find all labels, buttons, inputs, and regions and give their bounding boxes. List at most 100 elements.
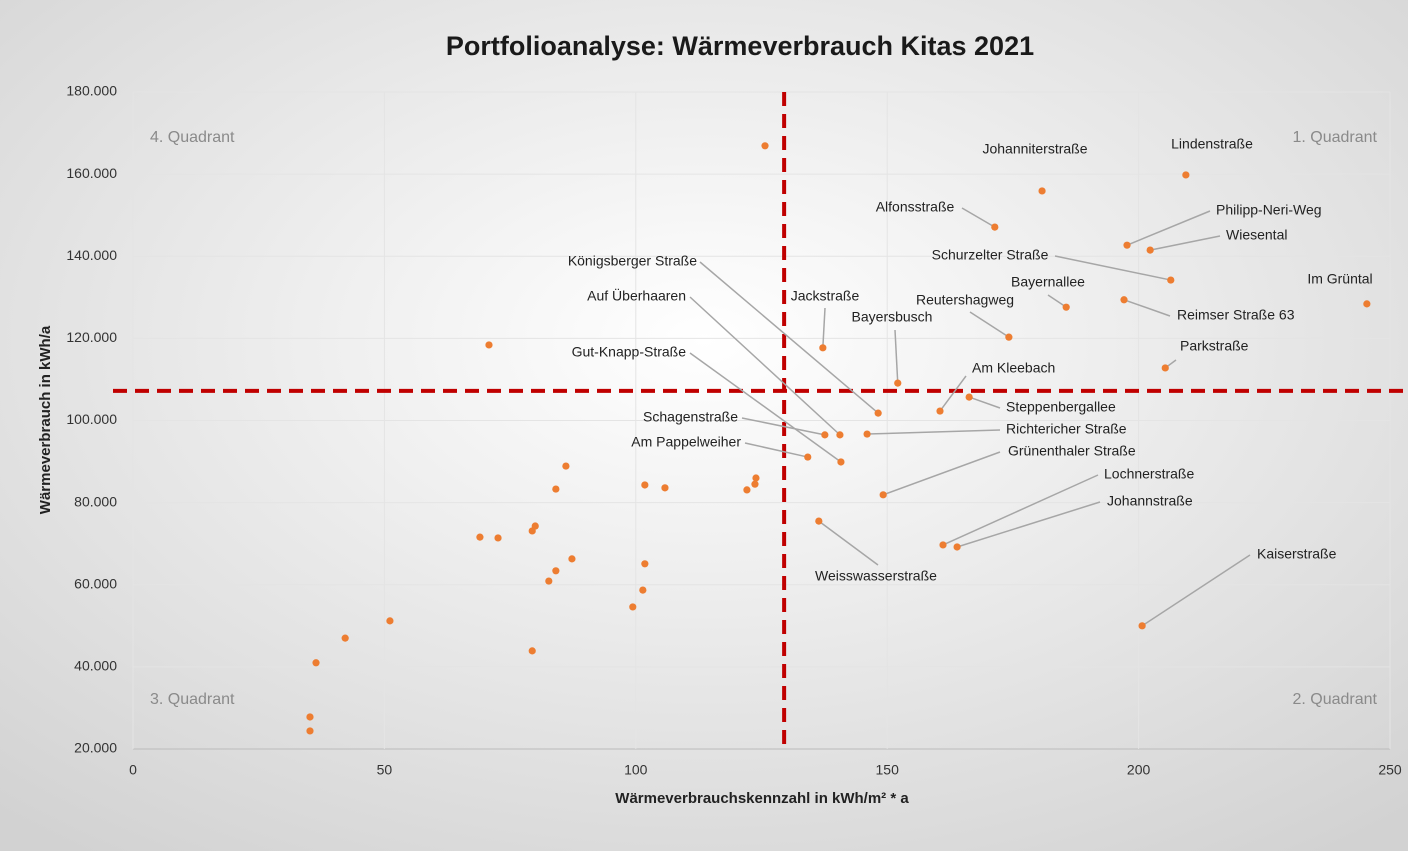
point-label: Alfonsstraße [876, 199, 955, 215]
point-label: Lindenstraße [1171, 136, 1253, 152]
point-label: Steppenbergallee [1006, 399, 1116, 415]
data-point [751, 480, 759, 488]
point-label: Auf Überhaaren [587, 287, 686, 304]
x-tick-label: 50 [377, 762, 393, 778]
data-point [1167, 276, 1175, 284]
data-point [1123, 241, 1131, 249]
data-point [965, 393, 973, 401]
leader-line [956, 501, 1101, 548]
leader-line [867, 429, 1001, 435]
point-label: Am Pappelweiher [631, 434, 741, 450]
point-label: Im Grüntal [1307, 271, 1372, 287]
point-label: Grünenthaler Straße [1008, 443, 1136, 459]
data-point [1161, 364, 1169, 372]
y-tick-label: 100.000 [66, 411, 117, 427]
leader-line [1054, 255, 1171, 281]
chart-title: Portfolioanalyse: Wärmeverbrauch Kitas 2… [446, 31, 1034, 61]
y-tick-label: 40.000 [74, 658, 117, 674]
data-point [639, 586, 647, 594]
x-axis-title: Wärmeverbrauchskennzahl in kWh/m² * a [615, 790, 909, 807]
data-point [953, 543, 961, 551]
data-point [819, 344, 827, 352]
point-label: Weisswasserstraße [815, 568, 937, 584]
data-point [629, 603, 637, 611]
data-point [1138, 622, 1146, 630]
data-point [837, 458, 845, 466]
leader-line [961, 207, 996, 228]
data-point [528, 527, 536, 535]
data-point [661, 484, 669, 492]
point-label: Richtericher Straße [1006, 421, 1127, 437]
point-label: Parkstraße [1180, 338, 1249, 354]
data-point [312, 659, 320, 667]
leader-line [741, 417, 826, 436]
quadrant-label: 4. Quadrant [150, 129, 235, 146]
x-tick-label: 250 [1378, 762, 1402, 778]
data-point [1120, 296, 1128, 304]
leader-line [882, 451, 1001, 496]
data-point [939, 541, 947, 549]
point-label: Lochnerstraße [1104, 466, 1194, 482]
point-label: Königsberger Straße [568, 253, 697, 269]
leader-line [1150, 235, 1221, 251]
data-point [552, 485, 560, 493]
data-point [1005, 333, 1013, 341]
data-point [761, 142, 769, 150]
leader-line [1126, 210, 1211, 246]
point-label: Bayernallee [1011, 274, 1085, 290]
x-tick-label: 0 [129, 762, 137, 778]
data-point [821, 431, 829, 439]
data-point [752, 474, 760, 482]
point-label: Wiesental [1226, 227, 1287, 243]
data-point [894, 379, 902, 387]
leader-line [968, 396, 1001, 409]
x-tick-label: 200 [1127, 762, 1151, 778]
leader-line [699, 261, 879, 414]
leader-line [689, 352, 842, 463]
data-point [991, 223, 999, 231]
data-point [386, 617, 394, 625]
quadrant-label: 1. Quadrant [1293, 129, 1378, 146]
data-point [1363, 300, 1371, 308]
data-point [545, 577, 553, 585]
y-tick-label: 80.000 [74, 493, 117, 509]
data-point [743, 486, 751, 494]
leader-line [744, 442, 808, 458]
quadrant-label: 2. Quadrant [1293, 691, 1378, 708]
data-point [341, 634, 349, 642]
data-point [552, 567, 560, 575]
data-point [528, 647, 536, 655]
point-label: Jackstraße [791, 288, 860, 304]
leader-line [818, 520, 879, 566]
x-tick-label: 100 [624, 762, 648, 778]
data-point [485, 341, 493, 349]
data-point [568, 555, 576, 563]
y-tick-label: 180.000 [66, 83, 117, 99]
quadrant-label: 3. Quadrant [150, 691, 235, 708]
y-tick-label: 140.000 [66, 247, 117, 263]
leader-line [1141, 554, 1251, 627]
y-axis-title: Wärmeverbrauch in kWh/a [37, 325, 54, 514]
data-point [1038, 187, 1046, 195]
point-label: Schurzelter Straße [932, 247, 1049, 263]
data-point [936, 407, 944, 415]
leader-line [894, 329, 899, 384]
y-tick-label: 160.000 [66, 165, 117, 181]
data-point [1146, 246, 1154, 254]
y-tick-label: 20.000 [74, 740, 117, 756]
point-label: Kaiserstraße [1257, 546, 1337, 562]
data-point [641, 481, 649, 489]
data-point [879, 491, 887, 499]
data-point [804, 453, 812, 461]
point-label: Reimser Straße 63 [1177, 307, 1295, 323]
data-point [306, 727, 314, 735]
data-point [306, 713, 314, 721]
leader-line [1047, 294, 1067, 308]
leader-line [939, 375, 967, 412]
point-label: Gut-Knapp-Straße [572, 344, 687, 360]
x-tick-label: 150 [876, 762, 900, 778]
point-label: Reutershagweg [916, 292, 1014, 308]
data-point [494, 534, 502, 542]
